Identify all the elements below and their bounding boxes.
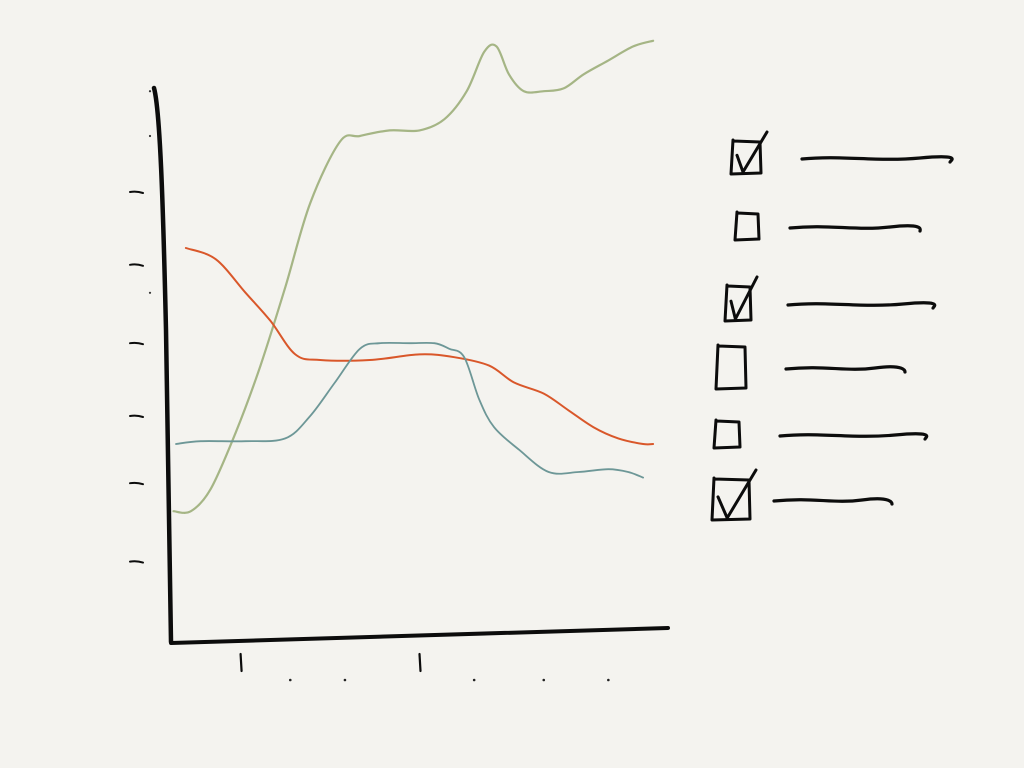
check-mark-icon xyxy=(729,275,759,321)
y-tick-dot-8 xyxy=(148,90,152,93)
y-tick-2 xyxy=(129,414,144,418)
legend-item-0[interactable] xyxy=(729,130,954,176)
y-tick-dot-7 xyxy=(148,134,152,138)
legend-label-scribble xyxy=(786,301,937,310)
y-tick-0 xyxy=(129,560,144,564)
checkbox-unchecked-icon[interactable] xyxy=(733,210,761,242)
x-tick-layer xyxy=(239,652,610,682)
y-tick-3 xyxy=(129,341,144,346)
y-axis xyxy=(151,85,174,645)
check-mark-icon xyxy=(735,130,769,174)
x-tick-dot-2 xyxy=(343,678,347,682)
checkbox-checked-icon[interactable] xyxy=(729,138,763,176)
legend-label-scribble xyxy=(784,365,907,374)
x-tick-dot-6 xyxy=(607,678,610,682)
legend-item-5[interactable] xyxy=(710,468,894,522)
series-line-teal xyxy=(175,341,644,479)
series-line-green xyxy=(172,39,655,514)
y-tick-layer xyxy=(129,90,152,564)
legend-label-scribble xyxy=(800,155,954,164)
series-line-orange xyxy=(184,247,655,446)
checkbox-unchecked-icon[interactable] xyxy=(714,343,748,391)
x-tick-0 xyxy=(239,652,243,673)
checkbox-checked-icon[interactable] xyxy=(710,476,752,522)
axes-layer xyxy=(151,85,670,645)
legend-label-scribble xyxy=(772,497,894,506)
y-tick-1 xyxy=(129,481,144,486)
x-axis xyxy=(169,626,670,645)
legend-item-3[interactable] xyxy=(714,343,907,391)
x-tick-dot-5 xyxy=(542,678,546,682)
series-layer xyxy=(172,39,655,514)
x-tick-3 xyxy=(418,652,422,673)
y-tick-5 xyxy=(129,263,144,267)
y-tick-dot-4 xyxy=(148,291,152,294)
x-tick-dot-4 xyxy=(472,678,476,682)
legend-label-scribble xyxy=(788,224,922,233)
legend-item-1[interactable] xyxy=(733,210,922,242)
legend-item-4[interactable] xyxy=(712,418,929,450)
legend-label-scribble xyxy=(778,432,929,441)
checkbox-unchecked-icon[interactable] xyxy=(712,418,742,450)
checkbox-checked-icon[interactable] xyxy=(723,283,753,323)
y-tick-6 xyxy=(129,190,144,194)
legend xyxy=(710,130,954,522)
check-mark-icon xyxy=(716,468,758,520)
legend-item-2[interactable] xyxy=(723,275,937,323)
x-tick-dot-1 xyxy=(288,678,292,682)
